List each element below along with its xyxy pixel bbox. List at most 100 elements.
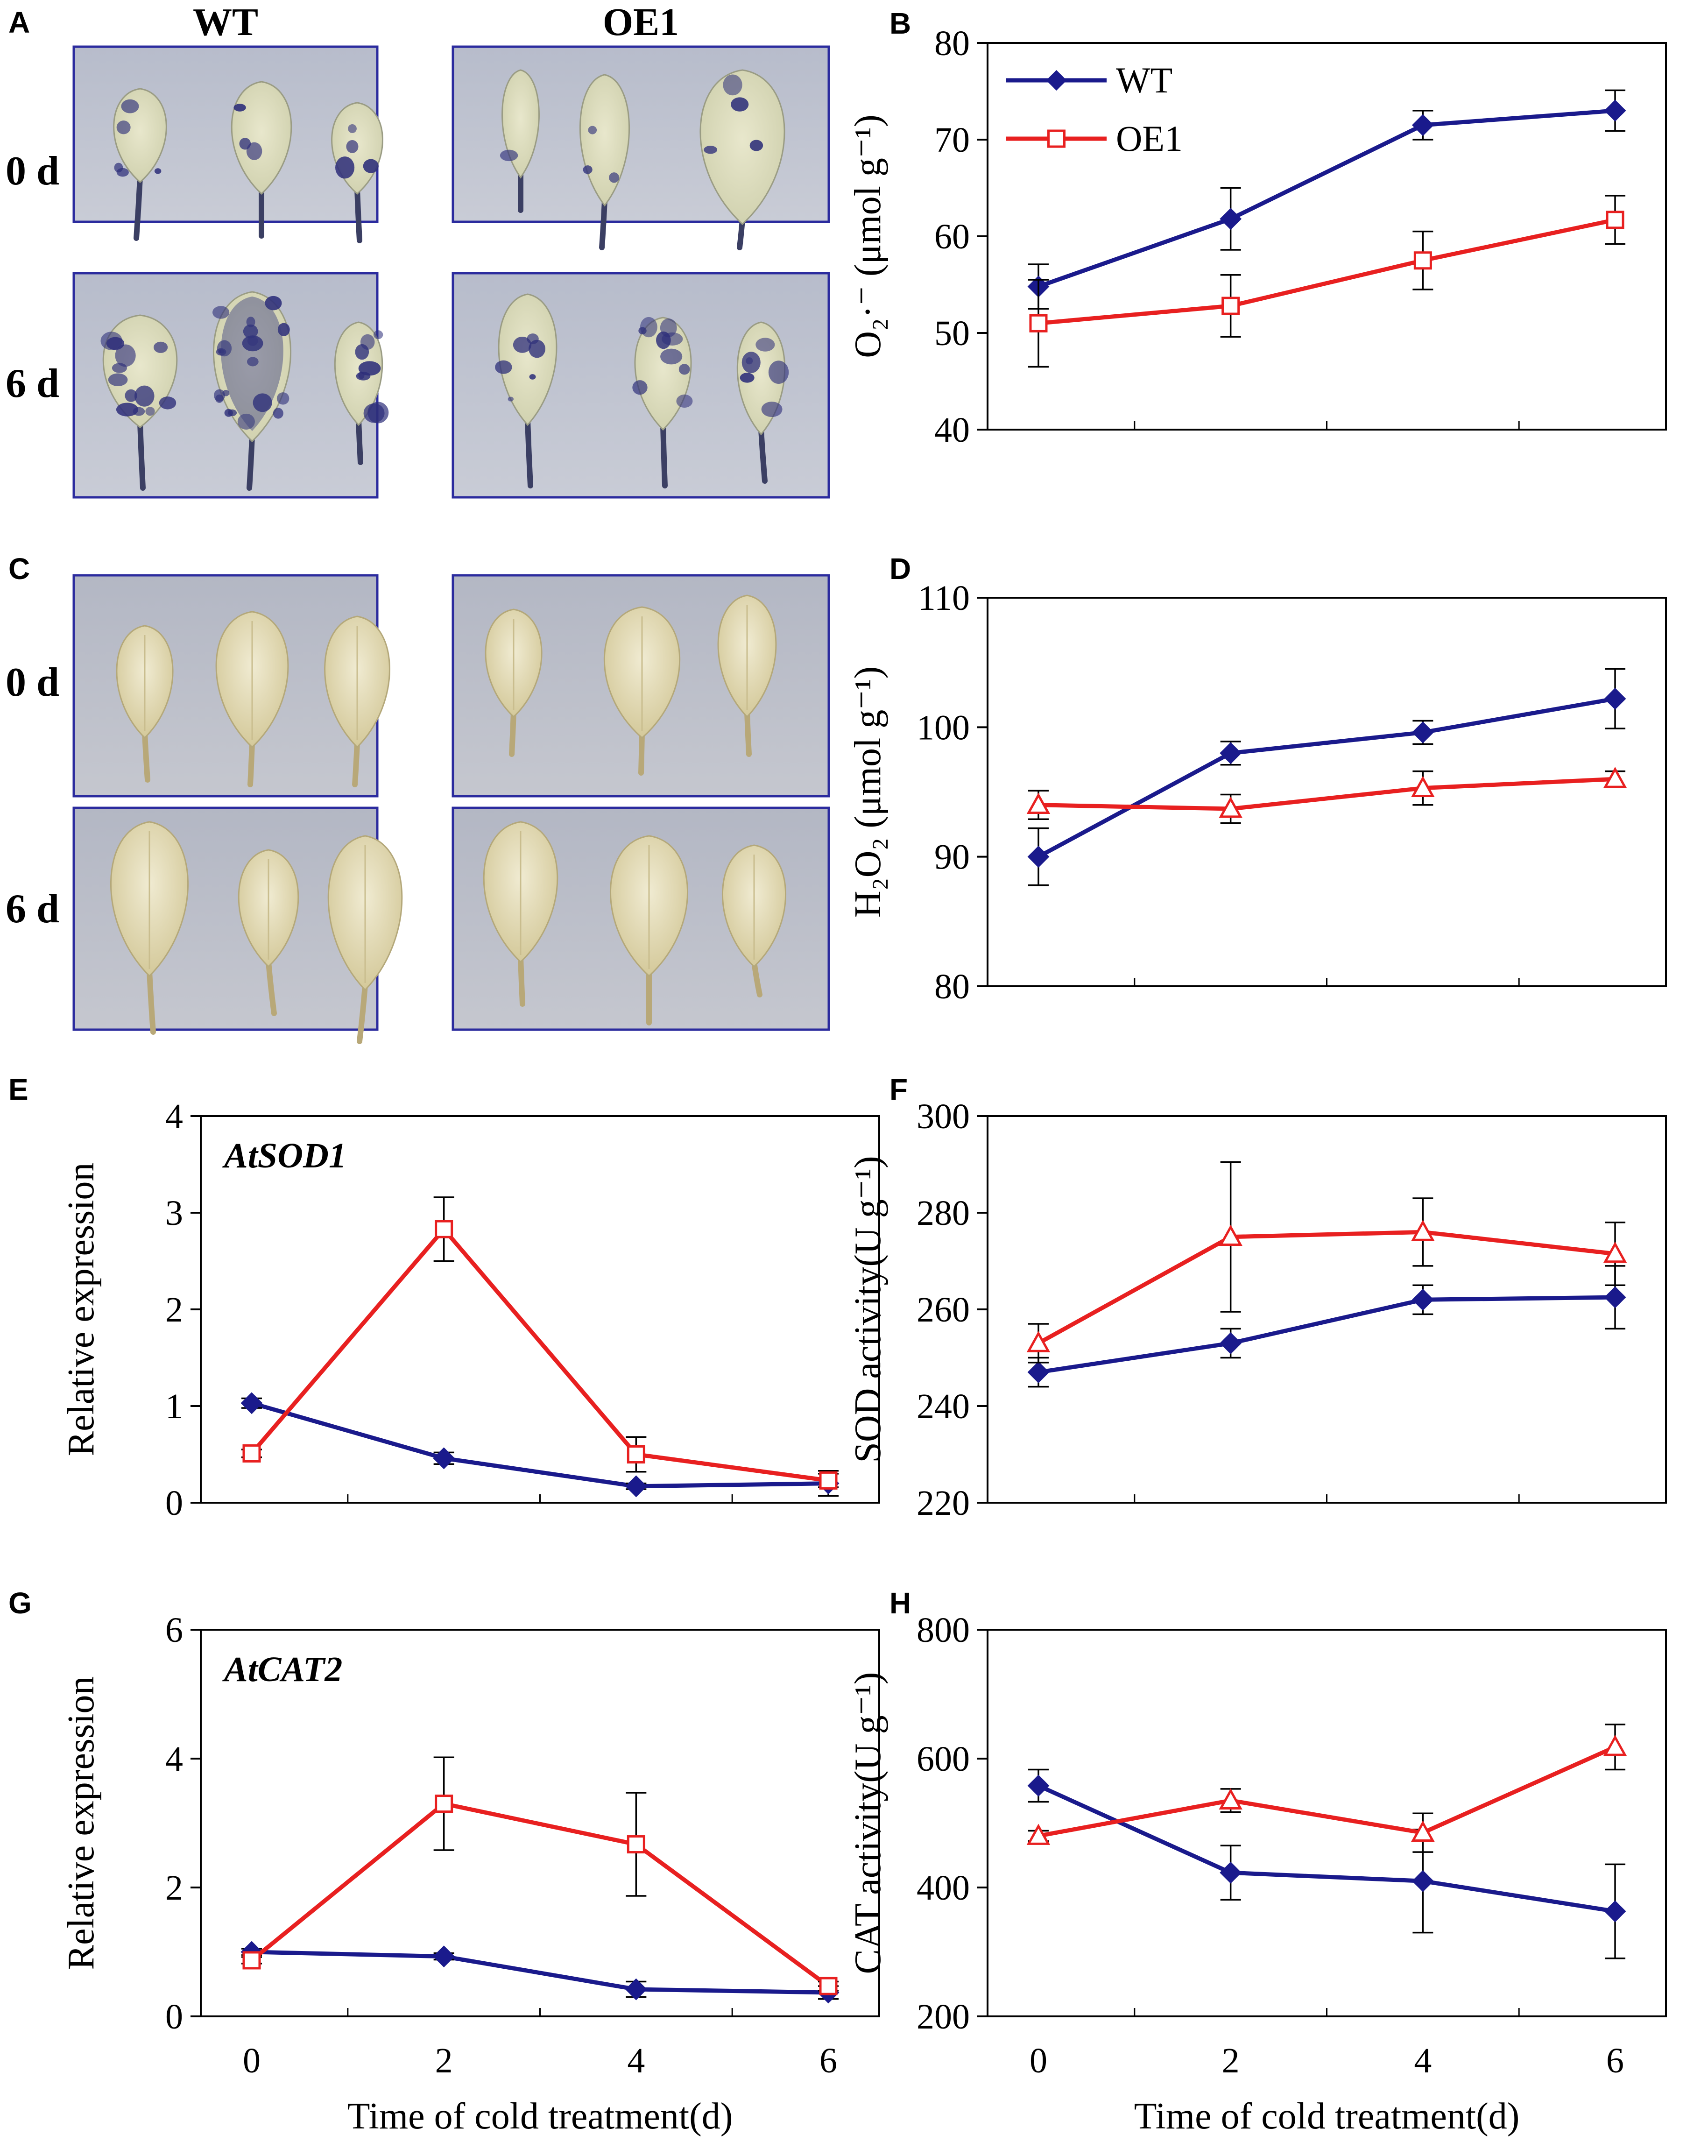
stain-spot — [277, 323, 290, 336]
stain-spot — [676, 394, 693, 408]
x-tick-label: 2 — [1222, 2041, 1240, 2080]
chart-panel-e: E 0 1 2 3 4 Relative expression AtSOD1 — [8, 1073, 880, 1523]
data-point — [627, 1445, 645, 1463]
y-axis-title: Relative expression — [61, 1676, 102, 1970]
leaf — [238, 849, 299, 1016]
series-oe1 — [241, 1756, 839, 1995]
data-point — [1413, 251, 1432, 270]
stain-spot — [108, 373, 128, 386]
x-tick-label: 2 — [435, 2041, 453, 2080]
leaf — [483, 821, 558, 1007]
leaf-stem — [599, 198, 607, 250]
data-point — [433, 1945, 455, 1968]
leaf-stem — [247, 740, 255, 787]
stain-spot — [529, 374, 536, 380]
y-tick-label: 220 — [917, 1484, 970, 1523]
stain-spot — [749, 140, 763, 151]
data-point — [1027, 1361, 1050, 1383]
data-point — [625, 1475, 647, 1498]
gene-label: AtCAT2 — [222, 1650, 342, 1689]
gene-label: AtSOD1 — [222, 1136, 346, 1175]
leaf — [100, 314, 178, 491]
leaf-stem — [354, 186, 362, 243]
y-tick-label: 4 — [165, 1097, 183, 1136]
stain-overlay — [221, 297, 283, 431]
stain-spot — [133, 407, 145, 416]
data-point — [433, 1447, 455, 1470]
plot-frame — [987, 597, 1667, 987]
data-point — [1411, 776, 1435, 797]
stain-spot — [741, 352, 761, 373]
data-point — [625, 1978, 647, 2000]
series-line — [1037, 1230, 1616, 1345]
row-label-0d: 0 d — [6, 148, 59, 194]
y-tick-label: 110 — [918, 579, 970, 618]
photo-cell — [452, 45, 830, 250]
leaf — [116, 625, 174, 783]
data-point — [1220, 1861, 1242, 1884]
panel-letter: C — [8, 552, 30, 586]
series-line — [1038, 777, 1616, 811]
data-point — [1220, 208, 1242, 230]
series-wt — [240, 1392, 840, 1498]
photo-panel-a: A WT OE1 0 d 6 d — [6, 0, 830, 499]
y-tick-label: 100 — [917, 708, 970, 747]
panel-letter: E — [8, 1073, 28, 1106]
stain-spot — [660, 348, 683, 365]
leaf — [324, 615, 390, 787]
x-axis-title: Time of cold treatment(d) — [347, 2096, 733, 2137]
y-tick-label: 50 — [934, 314, 970, 353]
leaf — [717, 594, 777, 757]
data-point — [819, 1471, 838, 1490]
stain-spot — [237, 413, 255, 430]
stain-spot — [154, 168, 162, 174]
leaf — [495, 293, 558, 488]
data-point — [435, 1220, 453, 1238]
leaf-stem — [518, 954, 525, 1007]
leaf-blade — [699, 69, 785, 226]
data-point — [1027, 1774, 1050, 1797]
series-wt — [1027, 1265, 1626, 1388]
leaf — [485, 608, 543, 757]
y-tick-label: 2 — [165, 1290, 183, 1329]
y-axis-title: CAT activity(U g⁻¹) — [847, 1672, 889, 1974]
data-point — [819, 1977, 838, 1995]
data-point — [1604, 1900, 1626, 1923]
stain-spot — [212, 306, 230, 319]
stain-spot — [217, 340, 232, 357]
row-label-6d: 6 d — [6, 361, 59, 406]
leaf — [603, 606, 681, 776]
photo-cell — [452, 574, 830, 798]
leaf-stem — [266, 959, 277, 1016]
series-line — [1038, 218, 1616, 325]
data-point — [1412, 1870, 1434, 1892]
data-point — [1219, 1224, 1242, 1246]
y-tick-label: 200 — [917, 1997, 970, 2036]
stain-spot — [583, 165, 593, 174]
series-line — [1037, 696, 1616, 859]
x-tick-label: 0 — [1030, 2041, 1047, 2080]
data-point — [435, 1795, 453, 1813]
y-tick-label: 80 — [934, 24, 970, 63]
stain-spot — [145, 407, 155, 416]
stain-spot — [116, 120, 131, 134]
stain-spot — [632, 380, 648, 395]
data-point — [1604, 99, 1626, 122]
series-line — [251, 1401, 829, 1489]
stain-spot — [363, 159, 379, 173]
leaf-blade — [498, 293, 558, 426]
stain-spot — [588, 126, 597, 134]
chart-panel-g: G 0 2 4 6 0 2 4 6 Time of cold treatment(d) Relati… — [8, 1586, 880, 2137]
leaf-stem — [525, 417, 533, 488]
stain-spot — [640, 317, 657, 338]
stain-spot — [656, 331, 671, 349]
stain-spot — [346, 140, 359, 153]
panel-letter: D — [889, 552, 911, 586]
stain-spot — [740, 373, 755, 383]
series-wt — [1027, 1768, 1626, 1959]
series-line — [1038, 1295, 1616, 1374]
column-label-wt: WT — [193, 0, 258, 44]
legend: WT OE1 — [1006, 60, 1183, 159]
data-point — [1412, 721, 1434, 743]
